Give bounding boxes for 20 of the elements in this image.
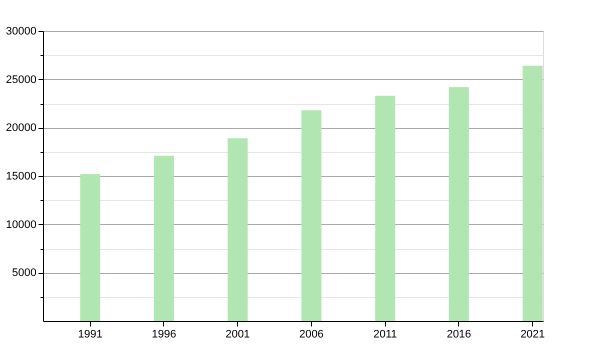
x-tick-label: 1991 xyxy=(78,328,102,340)
bar xyxy=(448,87,469,321)
x-tick-label: 2011 xyxy=(373,328,398,340)
bar xyxy=(301,110,322,321)
y-tick-label: 30000 xyxy=(6,26,36,38)
y-tick-label: 20000 xyxy=(6,122,36,134)
x-tick-label: 1996 xyxy=(152,328,176,340)
y-tick-label: 10000 xyxy=(6,218,36,231)
y-tick-label: 15000 xyxy=(6,170,36,182)
bar xyxy=(80,174,100,321)
bar xyxy=(228,138,248,321)
x-tick-label: 2016 xyxy=(446,328,472,340)
bar xyxy=(375,96,396,321)
x-tick-label: 2021 xyxy=(520,328,545,340)
y-tick-label: 25000 xyxy=(6,74,36,86)
x-tick-label: 2001 xyxy=(225,328,250,340)
x-tick-label: 2006 xyxy=(299,328,324,340)
bar xyxy=(154,156,174,321)
bar xyxy=(522,66,543,321)
y-tick-label: 5000 xyxy=(12,267,36,280)
